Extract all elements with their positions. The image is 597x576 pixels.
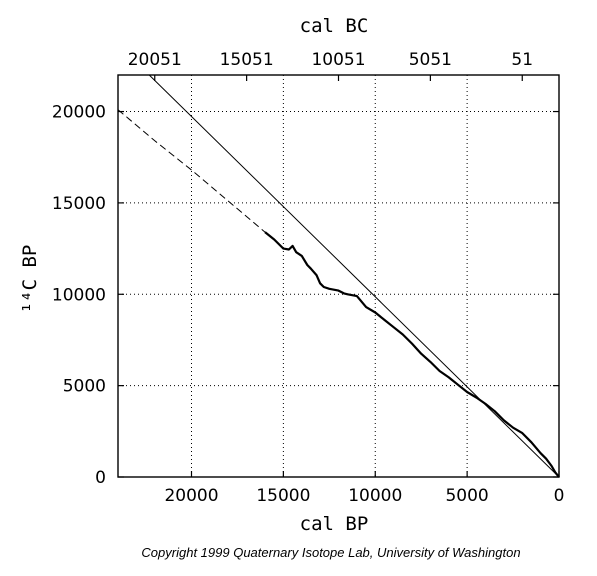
copyright-text: Copyright 1999 Quaternary Isotope Lab, U…: [141, 545, 520, 560]
calibration-curve-line: [264, 231, 560, 478]
x2-tick-label: 15051: [220, 50, 274, 70]
y-tick-label: 15000: [52, 194, 106, 214]
x-tick-label: 15000: [256, 486, 310, 506]
x-tick-label: 0: [554, 486, 565, 506]
top-axis-title: cal BC: [300, 15, 369, 37]
x2-tick-label: 5051: [409, 50, 452, 70]
y-tick-label: 10000: [52, 285, 106, 305]
bottom-axis-title: cal BP: [300, 513, 369, 535]
x2-tick-label: 51: [511, 50, 533, 70]
series-layer: [117, 74, 560, 478]
x-tick-label: 20000: [164, 486, 218, 506]
x2-tick-label: 20051: [128, 50, 182, 70]
y-axis-title: ¹⁴C BP: [19, 245, 41, 314]
x2-tick-label: 10051: [311, 50, 365, 70]
one-to-one-reference-line: [148, 74, 560, 478]
y-tick-label: 0: [95, 468, 106, 488]
plot-frame: [117, 74, 560, 478]
y-tick-label: 5000: [63, 377, 106, 397]
y-tick-label: 20000: [52, 103, 106, 123]
tick-label-layer: 20000 15000 10000 5000 0 20051 15051 10051 5051 5…: [52, 50, 565, 506]
x-tick-label: 10000: [348, 486, 402, 506]
calibration-curve-extrapolated-line: [117, 109, 266, 233]
x-tick-label: 5000: [445, 486, 488, 506]
tick-layer: [118, 75, 560, 478]
grid-layer: [118, 75, 559, 477]
